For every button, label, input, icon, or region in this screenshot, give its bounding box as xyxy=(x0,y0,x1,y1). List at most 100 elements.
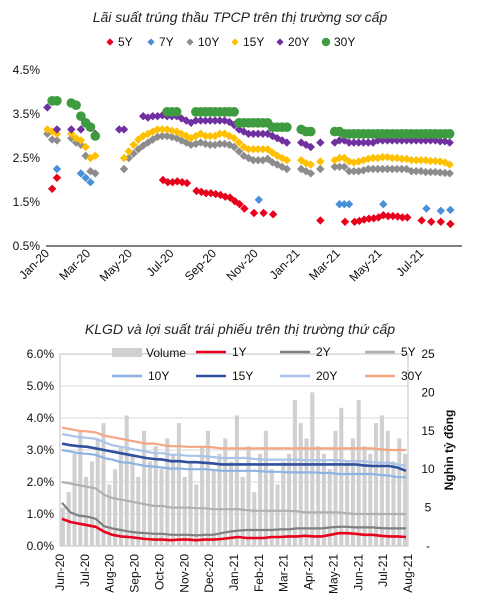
chart2-volume-bar xyxy=(246,446,251,546)
chart2-volume-bar xyxy=(269,469,274,546)
chart1-point-15y xyxy=(378,152,387,162)
chart2-volume-bar xyxy=(60,507,65,546)
chart1-x-tick-label: Nov-20 xyxy=(224,246,261,283)
chart1-legend-item-30y: 30Y xyxy=(321,35,355,49)
chart1-y-tick-label: 4.5% xyxy=(13,63,41,77)
chart1-series-10y xyxy=(43,129,454,178)
chart2-x-tick-label: Aug-21 xyxy=(401,554,415,593)
chart2-volume-bar xyxy=(124,415,129,546)
chart1-point-10y xyxy=(119,164,129,174)
chart2-volume-bar xyxy=(229,461,234,546)
chart1-point-15y xyxy=(81,142,90,152)
chart1-point-5y xyxy=(340,217,350,226)
chart1-point-7y xyxy=(446,205,455,215)
chart1-point-20y xyxy=(407,136,416,145)
chart1-point-5y xyxy=(249,208,259,218)
chart1-point-15y xyxy=(182,131,191,141)
chart1-point-10y xyxy=(378,164,387,174)
chart1-point-20y xyxy=(115,125,124,134)
chart1-points xyxy=(43,96,455,229)
chart1-point-5y xyxy=(230,196,240,206)
chart1-point-10y xyxy=(282,164,292,174)
chart1-point-10y xyxy=(349,167,359,176)
chart1-x-ticks: Jan-20 Mar-20 May-20 Jul-20 Sep-20 Nov-20 Jan-… xyxy=(16,246,426,284)
chart1-point-20y xyxy=(52,125,62,134)
chart1-point-15y xyxy=(445,160,454,169)
chart1-point-15y xyxy=(392,153,402,163)
primary-auction-chart: Lãi suất trúng thầu TPCP trên thị trường… xyxy=(13,9,462,284)
chart1-point-20y xyxy=(282,138,292,147)
chart1-point-5y xyxy=(259,208,268,218)
chart2-volume-bar xyxy=(200,446,205,546)
chart1-point-30y xyxy=(444,129,455,139)
chart2-volume-bar xyxy=(263,430,268,546)
chart2-volume-bar xyxy=(223,438,228,546)
chart1-point-10y xyxy=(340,162,349,171)
chart1-legend-label-30y: 30Y xyxy=(334,35,355,49)
chart1-point-10y xyxy=(397,164,406,174)
chart2-volume-bar xyxy=(142,430,147,546)
chart1-point-20y xyxy=(220,116,229,125)
chart1-legend-item-7y: 7Y xyxy=(147,35,174,49)
chart1-y-tick-label: 3.5% xyxy=(13,107,41,121)
chart1-point-10y xyxy=(316,164,325,174)
chart1-point-10y xyxy=(206,140,215,149)
chart1-legend-marker-30y xyxy=(321,37,331,47)
chart2-y-tick-label: 3.0% xyxy=(27,443,55,457)
chart1-point-5y xyxy=(163,178,172,187)
chart2-y-tick-label: 0.0% xyxy=(27,539,55,553)
chart2-y-tick-label: 6.0% xyxy=(27,347,55,361)
chart2-legend: Volume 1Y 2Y 5Y 10Y 15Y 20Y 30Y xyxy=(112,345,422,383)
chart1-point-5y xyxy=(446,219,455,229)
chart1-point-20y xyxy=(43,103,52,112)
chart1-series-7y xyxy=(52,164,455,215)
chart2-legend-label-20y: 20Y xyxy=(316,369,337,383)
chart1-point-10y xyxy=(411,167,421,176)
chart1-point-7y xyxy=(344,200,354,209)
chart1-point-30y xyxy=(85,122,96,132)
chart1-point-5y xyxy=(158,175,168,185)
chart1-legend-item-15y: 15Y xyxy=(231,35,264,49)
chart1-point-10y xyxy=(383,164,392,174)
chart1-point-10y xyxy=(364,164,373,174)
chart1-legend-label-20y: 20Y xyxy=(288,35,309,49)
chart2-volume-bar xyxy=(391,461,396,546)
chart2-x-tick-label: Jan-21 xyxy=(227,554,241,591)
chart2-volume-bar xyxy=(188,461,193,546)
chart1-point-15y xyxy=(234,138,244,147)
chart1-point-15y xyxy=(416,156,426,165)
chart2-volume-bar xyxy=(171,453,176,546)
chart1-point-15y xyxy=(52,129,62,138)
chart1-point-20y xyxy=(411,136,421,145)
chart1-point-10y xyxy=(158,131,167,141)
chart2-volume-bar xyxy=(350,438,355,546)
chart2-line-20y xyxy=(61,432,407,468)
chart1-point-20y xyxy=(206,116,215,125)
chart1-point-30y xyxy=(229,107,239,117)
chart1-x-tick-label: Mar-20 xyxy=(56,246,93,283)
chart1-point-20y xyxy=(138,112,148,121)
chart2-y2-tick-label: 25 xyxy=(421,347,435,361)
chart2-y-tick-label: 2.0% xyxy=(27,475,55,489)
chart2-volume-bar xyxy=(374,423,379,546)
chart1-point-5y xyxy=(388,211,398,221)
chart2-x-tick-label: Jun-21 xyxy=(351,554,365,591)
chart1-y-ticks: 4.5% 3.5% 2.5% 1.5% 0.5% xyxy=(13,63,41,253)
chart1-point-20y xyxy=(76,125,86,134)
chart1-legend-marker-7y xyxy=(147,38,155,46)
chart1-legend-item-20y: 20Y xyxy=(276,35,309,49)
chart2-volume-bar xyxy=(84,476,89,546)
chart1-point-15y xyxy=(316,157,325,166)
chart2-volume-bar xyxy=(321,453,326,546)
chart1-point-20y xyxy=(119,125,129,134)
chart1-point-7y xyxy=(86,178,95,187)
chart1-x-tick-label: May-20 xyxy=(97,246,135,284)
chart2-volume-bar xyxy=(327,469,332,546)
chart1-legend-item-10y: 10Y xyxy=(186,35,219,49)
chart1-point-20y xyxy=(249,129,258,138)
chart2-legend-item-volume: Volume xyxy=(112,346,186,360)
chart1-point-15y xyxy=(388,153,397,163)
chart1-point-5y xyxy=(436,217,445,226)
chart2-volume-bar xyxy=(147,461,152,546)
chart2-volume-bar xyxy=(66,492,71,546)
